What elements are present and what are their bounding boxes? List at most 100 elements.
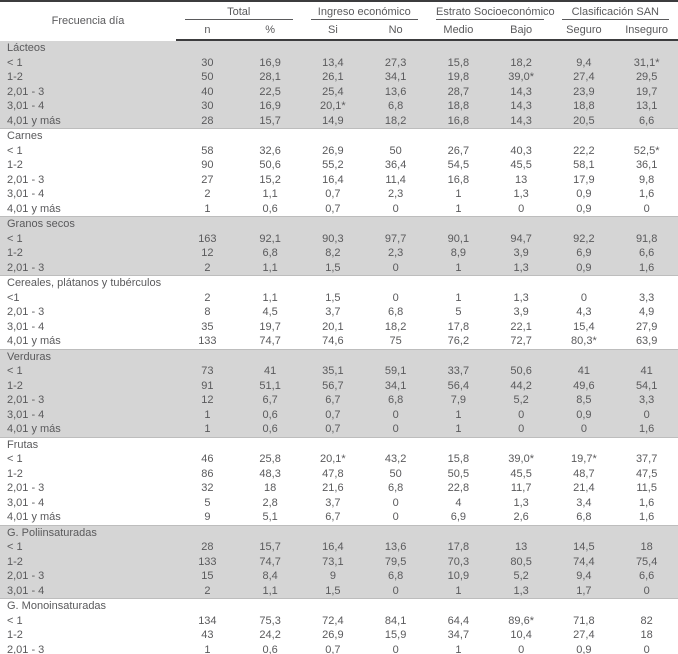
cell-n: 32 <box>201 482 214 495</box>
row-label: 4,01 y más <box>0 113 176 129</box>
table-row: 4,01 y más 1 0,6 0,7 0 1 0 0 1,6 <box>0 422 678 437</box>
cell-inseguro: 47,5 <box>635 467 658 480</box>
row-label: 2,01 - 3 <box>7 306 45 319</box>
table-row: < 1 30 16,9 13,4 27,3 15,8 18,2 9,4 31,1* <box>0 55 678 70</box>
cell-inseguro: 18 <box>615 540 678 555</box>
cell-: 4,5 <box>262 306 278 319</box>
cell-inseguro: 6,6 <box>615 246 678 261</box>
table-row: 3,01 - 4 1 0,6 0,7 0 1 0 0,9 0 <box>0 407 678 422</box>
table-row: 4,01 y más 1 0,6 0,7 0 1 0 0,9 0 <box>0 202 678 217</box>
section-title-cereales-platanos-y-tuberculos: Cereales, plátanos y tubérculos <box>0 275 678 291</box>
table-row: 2,01 - 3 8 4,5 3,7 6,8 5 3,9 4,3 4,9 <box>0 305 678 320</box>
cell-seguro: 0,9 <box>576 188 592 201</box>
cell-n: 91 <box>176 378 239 393</box>
cell-n: 58 <box>201 144 214 157</box>
cell-si: 1,5 <box>301 260 365 276</box>
table-body: Lácteos < 1 30 16,9 13,4 27,3 15,8 18,2 9,4 31,1*… <box>0 40 678 654</box>
cell-inseguro: 54,1 <box>615 378 678 393</box>
table-row: 1-2 90 50,6 55,2 36,4 54,5 45,5 58,1 36,1 <box>0 158 678 173</box>
cell-n: 12 <box>176 246 239 261</box>
cell-medio: 54,5 <box>447 159 470 172</box>
table-row: 4,01 y más 9 5,1 6,7 0 6,9 2,6 6,8 1,6 <box>0 510 678 525</box>
cell-bajo: 10,4 <box>510 629 532 642</box>
cell-medio: 1 <box>455 202 462 215</box>
cell-seguro: 27,4 <box>552 70 616 85</box>
table-row: < 1 28 15,7 16,4 13,6 17,8 13 14,5 18 <box>0 540 678 555</box>
cell-seguro: 3,4 <box>576 496 592 509</box>
row-label: 1-2 <box>0 378 176 393</box>
row-label: 3,01 - 4 <box>0 407 176 422</box>
cell-no: 79,5 <box>364 554 428 569</box>
cell-n: 27 <box>201 173 214 186</box>
table-row: <1 2 1,1 1,5 0 1 1,3 0 3,3 <box>0 291 678 306</box>
cell-no: 15,9 <box>384 629 407 642</box>
cell-si: 6,7 <box>325 511 341 524</box>
cell-seguro: 9,4 <box>552 569 616 584</box>
cell-bajo: 18,2 <box>489 55 553 70</box>
cell-medio: 1 <box>455 188 462 201</box>
section-row-cereales-platanos-y-tuberculos: Cereales, plátanos y tubérculos <box>0 275 678 291</box>
cell-inseguro: 75,4 <box>615 554 678 569</box>
cell-: 15,7 <box>238 540 302 555</box>
column-header-medio: Medio <box>427 21 490 41</box>
cell-: 74,7 <box>238 554 302 569</box>
cell-no: 0 <box>392 511 399 524</box>
cell-si: 1,5 <box>325 291 341 304</box>
cell-inseguro: 0 <box>615 407 678 422</box>
cell-inseguro: 1,6 <box>639 511 655 524</box>
cell-inseguro: 6,6 <box>615 113 678 129</box>
cell-si: 6,7 <box>301 393 365 408</box>
cell-seguro: 41 <box>552 364 616 379</box>
cell-bajo: 39,0* <box>489 70 553 85</box>
cell-: 19,7 <box>259 320 281 333</box>
cell-medio: 1 <box>427 422 490 437</box>
cell-medio: 1 <box>427 260 490 276</box>
cell-inseguro: 1,6 <box>639 496 655 509</box>
cell-n: 50 <box>176 70 239 85</box>
cell-no: 6,8 <box>364 569 428 584</box>
cell-inseguro: 1,6 <box>615 260 678 276</box>
cell-no: 6,8 <box>387 482 404 495</box>
cell-si: 3,7 <box>325 306 341 319</box>
cell-seguro: 23,9 <box>552 84 616 99</box>
cell-bajo: 80,5 <box>489 554 553 569</box>
cell-si: 55,2 <box>322 159 344 172</box>
cell-inseguro: 29,5 <box>615 70 678 85</box>
cell-n: 28 <box>176 113 239 129</box>
cell-medio: 19,8 <box>427 70 490 85</box>
row-label: 3,01 - 4 <box>0 583 176 599</box>
cell-bajo: 1,3 <box>489 260 553 276</box>
table-row: < 1 134 75,3 72,4 84,1 64,4 89,6* 71,8 82 <box>0 614 678 629</box>
cell-seguro: 20,5 <box>552 113 616 129</box>
column-group-clasificacion-san: Clasificación SAN <box>553 1 678 21</box>
cell-n: 40 <box>176 84 239 99</box>
cell-medio: 28,7 <box>427 84 490 99</box>
cell-medio: 17,8 <box>447 320 470 333</box>
cell-bajo: 14,3 <box>489 84 553 99</box>
cell-si: 56,7 <box>301 378 365 393</box>
cell-no: 0 <box>364 260 428 276</box>
cell-: 6,7 <box>238 393 302 408</box>
table-row: 3,01 - 4 2 1,1 1,5 0 1 1,3 1,7 0 <box>0 583 678 599</box>
column-group-estrato-socioeconomico-label: Estrato Socioeconómico <box>436 5 555 20</box>
cell-si: 73,1 <box>301 554 365 569</box>
column-group-estrato-socioeconomico: Estrato Socioeconómico <box>427 1 555 21</box>
cell-si: 90,3 <box>301 231 365 246</box>
cell-medio: 70,3 <box>427 554 490 569</box>
row-label: 3,01 - 4 <box>0 99 176 114</box>
cell-si: 0,7 <box>325 202 341 215</box>
cell-n: 9 <box>204 511 211 524</box>
cell-medio: 50,5 <box>447 467 470 480</box>
cell-si: 47,8 <box>322 467 344 480</box>
table-row: < 1 58 32,6 26,9 50 26,7 40,3 22,2 52,5* <box>0 144 678 159</box>
cell-inseguro: 1,6 <box>615 422 678 437</box>
cell-medio: 15,8 <box>447 453 470 466</box>
row-label: 1-2 <box>7 629 23 642</box>
cell-seguro: 0 <box>580 291 587 304</box>
row-label: < 1 <box>7 453 23 466</box>
cell-: 0,6 <box>262 643 278 654</box>
cell-si: 13,4 <box>301 55 365 70</box>
column-group-total-label: Total <box>185 4 293 20</box>
cell-bajo: 1,3 <box>489 583 553 599</box>
cell-n: 1 <box>204 643 211 654</box>
